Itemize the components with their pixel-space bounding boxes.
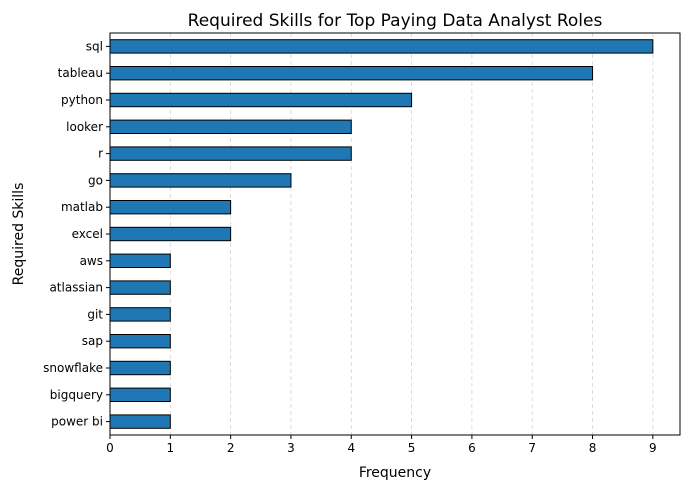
bar-looker	[109, 119, 352, 134]
y-axis-title: Required Skills	[11, 183, 27, 286]
y-tick-label: matlab	[61, 200, 103, 214]
chart-title: Required Skills for Top Paying Data Anal…	[188, 11, 603, 31]
bar-go	[109, 173, 292, 188]
bar-aws	[109, 253, 171, 269]
y-tick-label: go	[88, 173, 103, 187]
y-tick-label: atlassian	[49, 281, 103, 295]
y-tick-label: sap	[82, 334, 103, 348]
bar-power-bi	[109, 414, 171, 429]
y-tick-label: tableau	[58, 66, 103, 80]
bar-sql	[109, 39, 654, 54]
x-tick-label: 5	[408, 441, 416, 455]
bar-r	[109, 146, 352, 161]
bar-atlassian	[109, 280, 171, 295]
x-tick-label: 9	[649, 441, 657, 455]
bar-bigquery	[109, 387, 171, 403]
y-tick-label: python	[61, 93, 103, 107]
x-axis-title: Frequency	[359, 465, 431, 481]
bars	[109, 39, 654, 429]
y-tick-label: aws	[80, 254, 103, 268]
y-axis-ticks: sql tableau python looker r go matlab excel aws a…	[43, 39, 110, 429]
bar-sap	[109, 334, 171, 349]
y-tick-label: git	[87, 307, 103, 321]
bar-snowflake	[109, 360, 171, 376]
x-tick-label: 2	[227, 441, 235, 455]
y-tick-label: bigquery	[50, 388, 103, 402]
x-tick-label: 6	[468, 441, 476, 455]
x-tick-label: 8	[589, 441, 597, 455]
y-tick-label: r	[98, 147, 103, 161]
x-axis-ticks: 0 1 2 3 4 5 6 7 8 9	[106, 435, 657, 455]
y-tick-label: looker	[66, 120, 103, 134]
x-tick-label: 0	[106, 441, 114, 455]
x-tick-label: 3	[287, 441, 295, 455]
bar-python	[109, 92, 413, 108]
x-tick-label: 1	[166, 441, 174, 455]
bar-matlab	[109, 200, 232, 215]
x-tick-label: 7	[528, 441, 536, 455]
bar-tableau	[109, 66, 594, 81]
y-tick-label: snowflake	[43, 361, 103, 375]
y-tick-label: excel	[72, 227, 103, 241]
y-tick-label: sql	[86, 39, 103, 53]
y-tick-label: power bi	[51, 415, 103, 429]
x-tick-label: 4	[347, 441, 355, 455]
bar-excel	[109, 226, 232, 242]
bar-git	[109, 307, 171, 322]
